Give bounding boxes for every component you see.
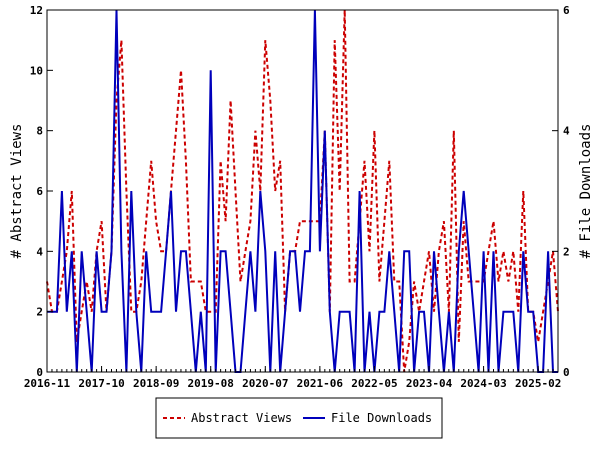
legend-label-abstract-views: Abstract Views — [191, 411, 292, 425]
y-axis-right: 0 2 4 6 — [552, 4, 570, 379]
x-tick-label: 2025-02 — [515, 377, 561, 390]
series-layer — [46, 9, 559, 373]
series-line-abstract-views — [46, 9, 559, 373]
legend-label-file-downloads: File Downloads — [331, 411, 432, 425]
series-line-file-downloads — [47, 9, 558, 373]
x-tick-label: 2016-11 — [24, 377, 71, 390]
y-right-tick-label: 0 — [563, 366, 570, 379]
y-right-tick-label: 6 — [563, 4, 570, 17]
y-axis-left: 0 2 4 6 8 10 12 — [30, 4, 53, 379]
x-tick-label: 2018-09 — [133, 377, 179, 390]
y-left-tick-label: 0 — [36, 366, 43, 379]
x-tick-label: 2022-05 — [351, 377, 397, 390]
y-right-tick-label: 4 — [563, 125, 570, 138]
y-left-tick-label: 6 — [36, 185, 43, 198]
y-left-tick-label: 4 — [36, 245, 43, 258]
y-axis-left-title: # Abstract Views — [9, 124, 25, 259]
y-left-tick-label: 8 — [36, 125, 43, 138]
legend-box — [155, 397, 443, 439]
x-tick-label: 2019-08 — [188, 377, 234, 390]
y-left-tick-label: 12 — [30, 4, 43, 17]
x-tick-label: 2023-04 — [406, 377, 453, 390]
y-left-tick-label: 2 — [36, 306, 43, 319]
y-right-tick-label: 2 — [563, 245, 570, 258]
y-left-tick-label: 10 — [30, 64, 43, 77]
x-axis: 2016-11 2017-10 2018-09 2019-08 2020-07 2021-… — [24, 366, 561, 390]
x-tick-label: 2020-07 — [242, 377, 288, 390]
y-axis-right-title: # File Downloads — [578, 124, 594, 259]
x-tick-label: 2021-06 — [297, 377, 344, 390]
legend: Abstract Views File Downloads — [155, 397, 443, 439]
x-tick-label: 2017-10 — [78, 377, 124, 390]
x-tick-label: 2024-03 — [460, 377, 506, 390]
